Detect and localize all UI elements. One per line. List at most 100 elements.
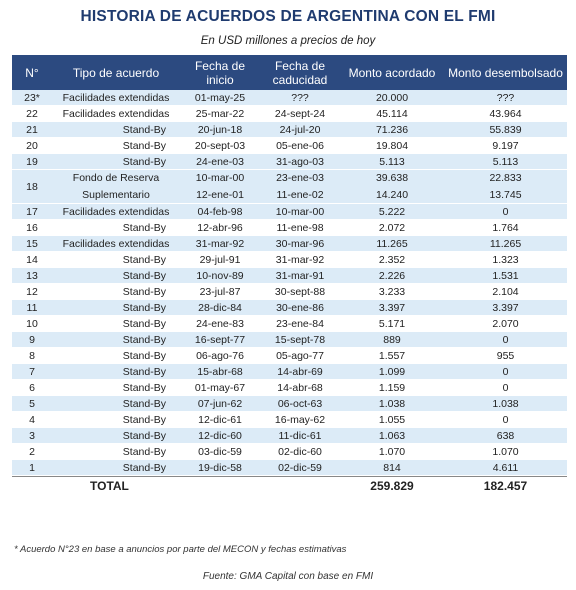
header-acordado: Monto acordado	[348, 65, 436, 80]
cell-acordado: 5.171	[378, 317, 406, 330]
cell-caducidad: 30-sept-88	[274, 285, 326, 298]
table-body-bottom: 1 7 Facilidades extendidas 04-feb-98 10-mar-…	[12, 204, 567, 476]
cell-inicio: 24-ene-03	[196, 155, 244, 168]
table-row: 19 Stand-By 24-ene-03 31-ago-03 5.113 5.113	[12, 154, 567, 170]
cell-desembolsado: 22.833	[489, 172, 522, 185]
cell-caducidad: 10-mar-00	[275, 205, 325, 218]
header-caducidad: Fecha de caducidad	[272, 58, 328, 87]
table-body-top: 23* Facilidades extendidas 01-may-25??? 20.…	[12, 90, 567, 170]
table-row: 13 Stand-By 10-nov-89 31-mar-91 2.226 1.531	[12, 268, 567, 284]
cell-tipo: Stand-By	[122, 139, 166, 152]
cell-inicio: 03-dic-59	[198, 445, 242, 458]
cell-tipo: Stand-By	[122, 317, 166, 330]
cell-caducidad: 05-ene-06	[276, 139, 324, 152]
cell-caducidad: ???	[291, 91, 309, 104]
cell-tipo: Stand-By	[122, 155, 166, 168]
table-row: 9 Stand-By 16-sept-77 15-sept-78 889 0	[12, 332, 567, 348]
cell-num: 9	[29, 333, 35, 346]
header-desembolsado: Monto desembolsado	[448, 65, 563, 80]
cell-tipo: Stand-By	[122, 461, 166, 474]
total-label: TOTAL	[90, 479, 129, 493]
cell-tipo: Stand-By	[122, 221, 166, 234]
cell-inicio: 12-dic-61	[198, 413, 242, 426]
cell-desembolsado: 638	[496, 429, 515, 442]
cell-num: 20	[26, 139, 38, 152]
cell-caducidad: 16-may-62	[274, 413, 326, 426]
cell-num: 11	[26, 301, 38, 314]
cell-acordado: 1.055	[378, 413, 406, 426]
cell-acordado: 2.352	[378, 253, 406, 266]
cell-desembolsado: 955	[496, 349, 515, 362]
cell-caducidad: 15-sept-78	[274, 333, 326, 346]
cell-desembolsado: 2.104	[492, 285, 519, 298]
cell-desembolsado: 9.197	[492, 139, 519, 152]
table-row: 11 Stand-By 28-dic-84 30-ene-86 3.397 3.397	[12, 300, 567, 316]
cell-num: 8	[29, 349, 35, 362]
cell-tipo: Facilidades extendidas	[62, 237, 170, 250]
cell-tipo: Stand-By	[122, 365, 166, 378]
cell-num: 7	[29, 365, 35, 378]
cell-desembolsado: 0	[502, 205, 509, 218]
table-row: 20 Stand-By 20-sept-03 05-ene-06 19.804 9.197	[12, 138, 567, 154]
cell-tipo: Stand-By	[122, 413, 166, 426]
cell-inicio: 25-mar-22	[195, 107, 245, 120]
cell-num: 6	[29, 381, 35, 394]
cell-acordado: 5.222	[378, 205, 406, 218]
cell-desembolsado: 11.265	[489, 237, 522, 250]
cell-acordado: 19.804	[375, 139, 409, 152]
table-header: N° Tipo de acuerdo Fecha de inicio Fecha…	[12, 55, 567, 90]
cell-num: 10	[26, 317, 38, 330]
cell-inicio: 28-dic-84	[198, 301, 242, 314]
table-row-18: 18 Fondo de Reserva Suplementario 10-mar…	[12, 170, 567, 204]
cell-acordado: 889	[383, 333, 401, 346]
cell-desembolsado: 0	[502, 413, 509, 426]
cell-caducidad: 23-ene-03	[276, 172, 324, 185]
cell-caducidad: 11-ene-02	[276, 188, 324, 201]
cell-num: 14	[26, 253, 38, 266]
cell-num: 19	[26, 155, 38, 168]
cell-num: 16	[26, 221, 38, 234]
cell-desembolsado: 4.611	[492, 461, 519, 474]
cell-caducidad: 06-oct-63	[277, 397, 323, 410]
table-row: 4 Stand-By 12-dic-61 16-may-62 1.055 0	[12, 412, 567, 428]
cell-acordado: 11.265	[376, 237, 408, 250]
cell-tipo: Facilidades extendidas	[62, 91, 170, 104]
cell-desembolsado: 1.038	[492, 397, 519, 410]
header-tipo: Tipo de acuerdo	[72, 65, 160, 80]
cell-caducidad: 23-ene-84	[276, 317, 324, 330]
cell-tipo: Stand-By	[122, 269, 166, 282]
cell-desembolsado: 1.070	[492, 445, 519, 458]
cell-desembolsado: 0	[502, 365, 509, 378]
cell-inicio: 19-dic-58	[198, 461, 242, 474]
cell-inicio: 20-jun-18	[197, 123, 243, 136]
cell-desembolsado: 3.397	[492, 301, 519, 314]
cell-acordado: 39.638	[375, 172, 409, 185]
cell-tipo: Facilidades extendidas	[62, 205, 170, 218]
table-row: 3 Stand-By 12-dic-60 11-dic-61 1.063 638	[12, 428, 567, 444]
table-row: 2 Stand-By 03-dic-59 02-dic-60 1.070 1.070	[12, 444, 567, 460]
cell-num: 13	[26, 269, 38, 282]
cell-acordado: 1.159	[378, 381, 406, 394]
cell-acordado: 1.063	[378, 429, 406, 442]
cell-tipo: Stand-By	[122, 301, 166, 314]
header-num: N°	[25, 65, 39, 80]
cell-acordado: 1.038	[378, 397, 406, 410]
cell-inicio: 24-ene-83	[196, 317, 244, 330]
cell-num: 18	[26, 180, 38, 193]
cell-num: 15	[26, 237, 38, 250]
cell-num: 1	[29, 461, 35, 474]
header-inicio: Fecha de inicio	[194, 58, 246, 87]
cell-inicio: 12-ene-01	[196, 188, 244, 201]
table-row: 23* Facilidades extendidas 01-may-25??? 20.…	[12, 90, 567, 106]
footnote: * Acuerdo N°23 en base a anuncios por pa…	[14, 544, 347, 555]
agreements-table: N° Tipo de acuerdo Fecha de inicio Fecha…	[12, 55, 567, 495]
table-row: 21 Stand-By 20-jun-18 24-jul-20 71.236 55.839	[12, 122, 567, 138]
cell-inicio: 23-jul-87	[199, 285, 241, 298]
cell-tipo: Stand-By	[122, 349, 166, 362]
cell-tipo: Stand-By	[122, 333, 166, 346]
cell-acordado: 71.236	[375, 123, 409, 136]
table-row: 7 Stand-By 15-abr-68 14-abr-69 1.099 0	[12, 364, 567, 380]
cell-inicio: 04-feb-98	[197, 205, 243, 218]
table-row: 8 Stand-By 06-ago-76 05-ago-77 1.557 955	[12, 348, 567, 364]
cell-caducidad: 05-ago-77	[276, 349, 324, 362]
